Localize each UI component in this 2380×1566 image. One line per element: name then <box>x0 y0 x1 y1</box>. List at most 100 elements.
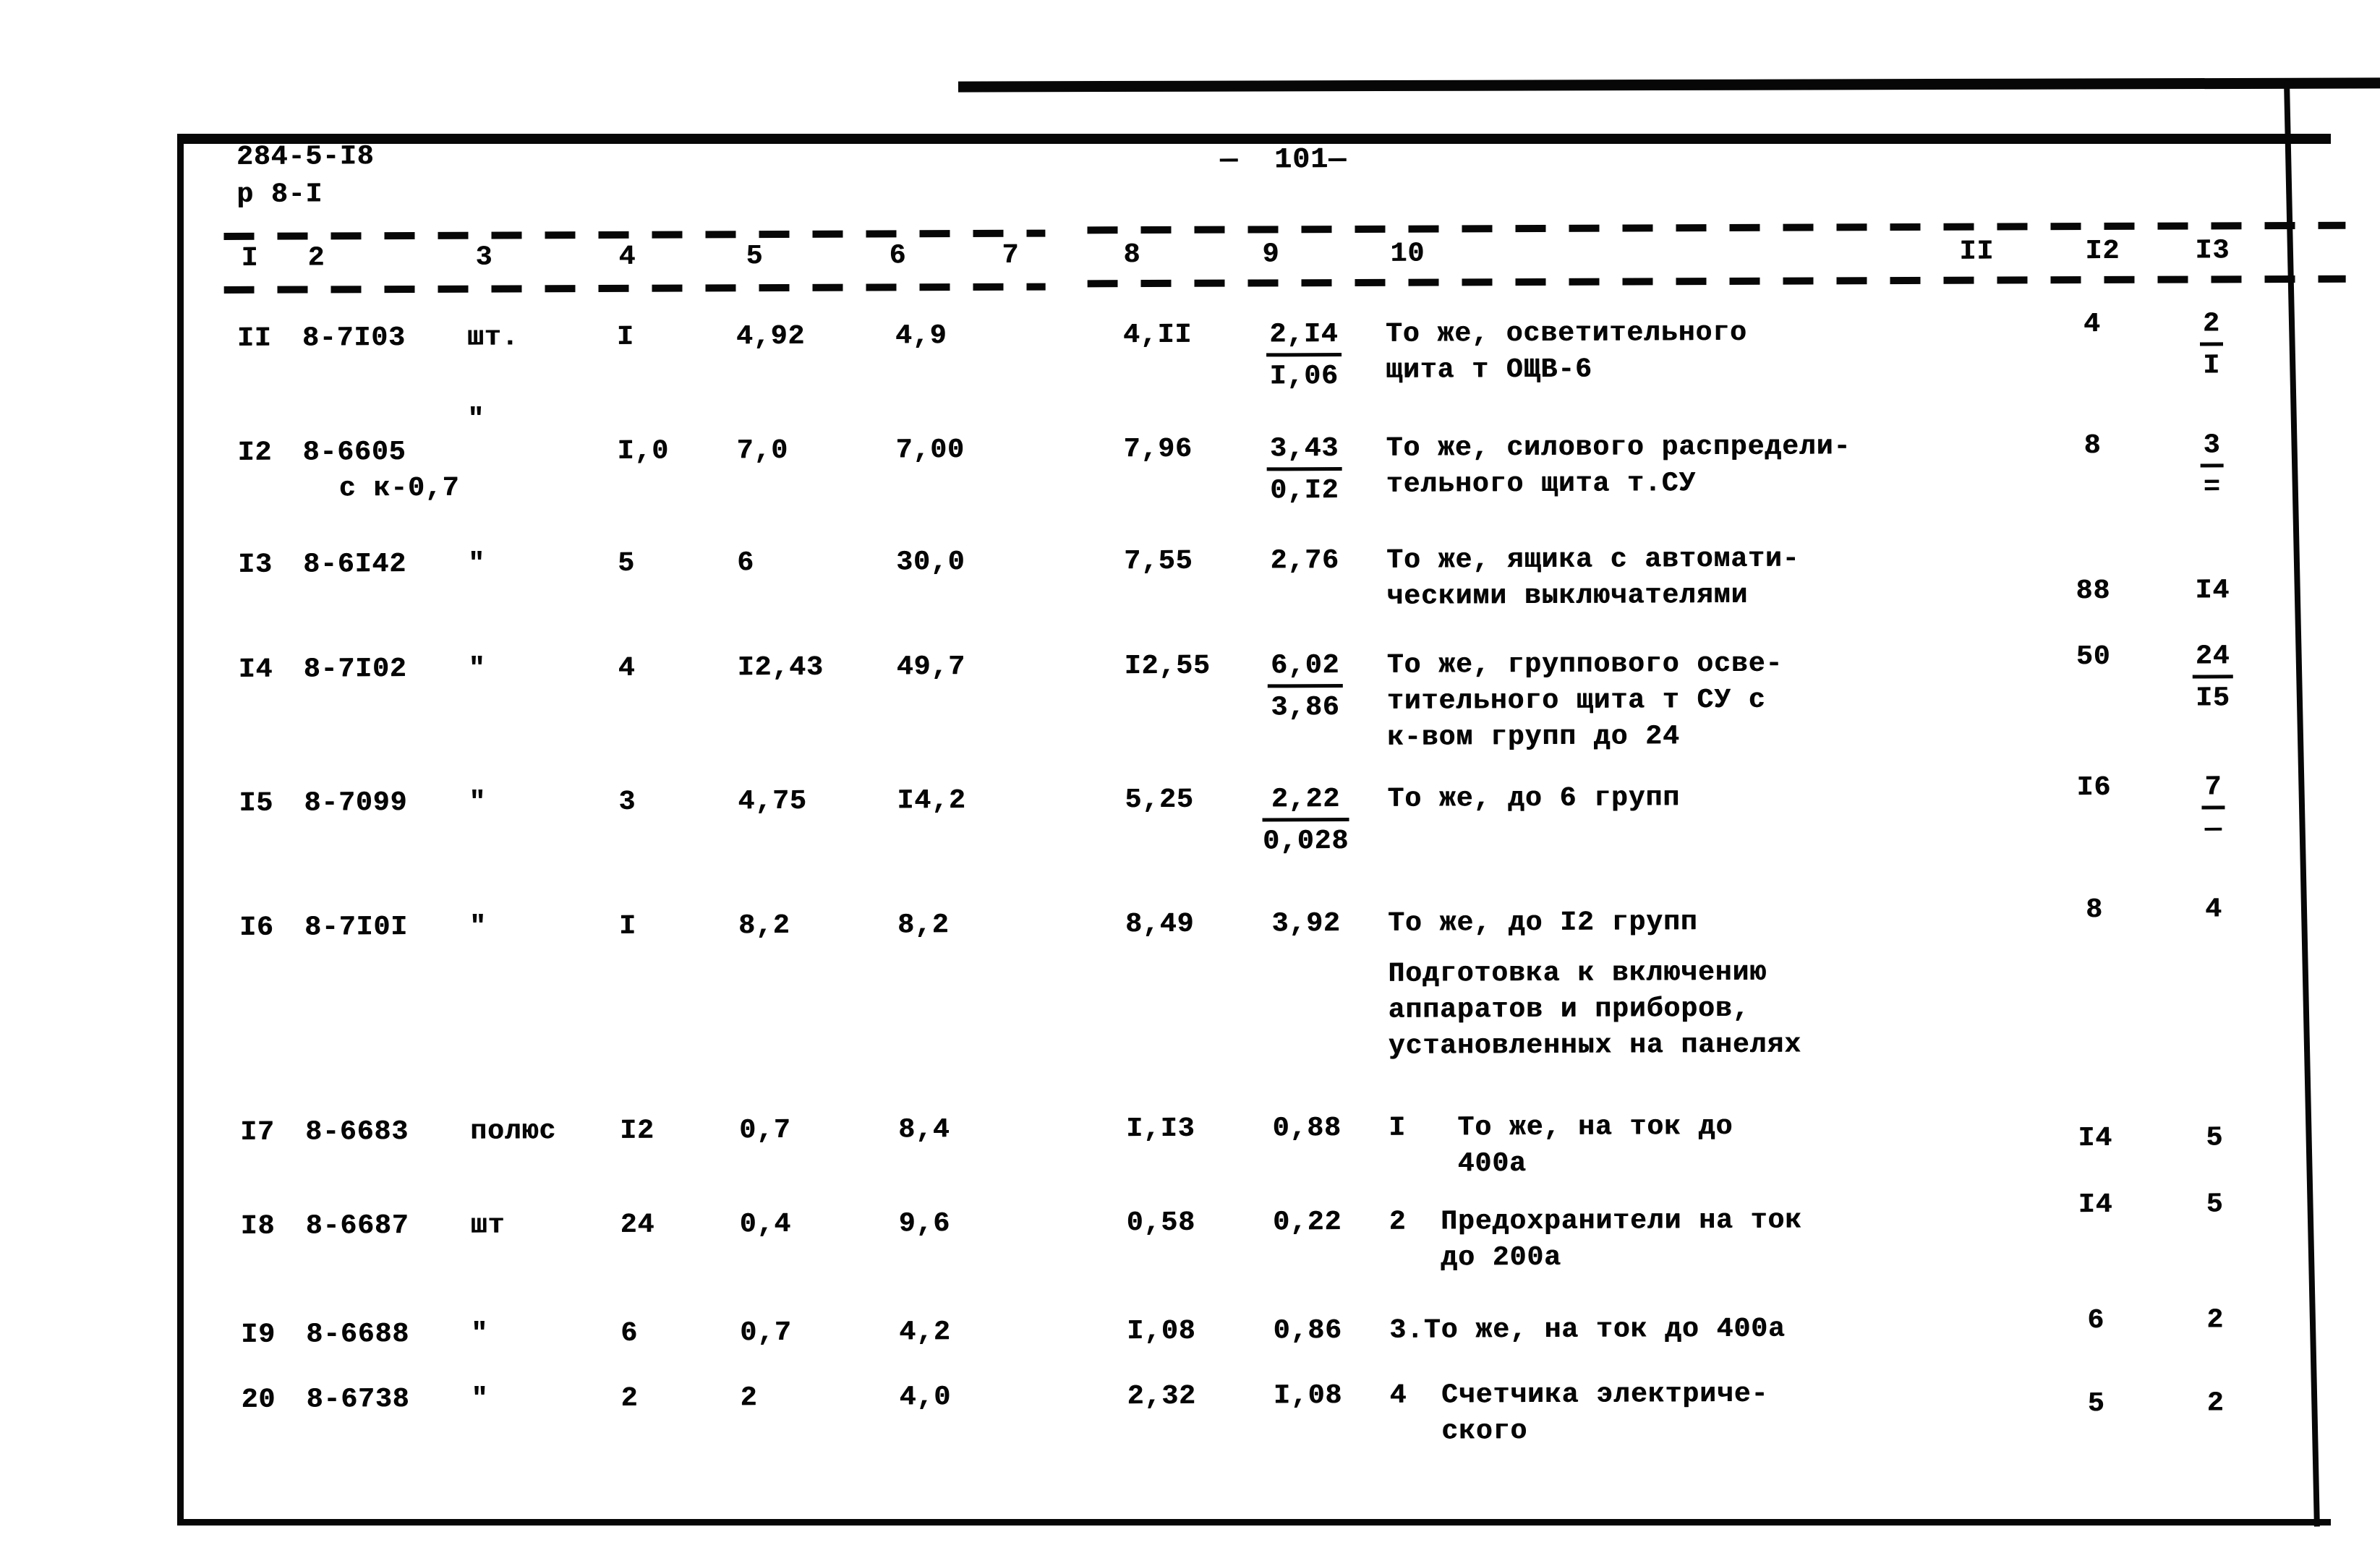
cell-col13-value: 5 <box>2206 1122 2224 1154</box>
cell-estimate-code: 8-7I0I <box>304 911 408 944</box>
cell-col9-value-numerator: 2,I4 <box>1266 319 1342 357</box>
table-row: I9 8-6688 " 6 0,7 4,2 I,08 0,86 3.То же, на ток … <box>0 0 2377 1351</box>
cell-col9-value: 6,02 3,86 <box>1229 650 1381 724</box>
column-header-3: 3 <box>475 241 493 273</box>
header-dash-bottom-right <box>1087 275 2346 288</box>
cell-col8-value: I,I3 <box>1126 1113 1195 1145</box>
cell-col13-value-numerator: 3 <box>2200 429 2224 468</box>
cell-col5-value: I2,43 <box>737 651 824 684</box>
cell-col9-value-numerator: 6,02 <box>1268 650 1343 688</box>
column-header-8: 8 <box>1123 239 1141 271</box>
cell-col6-value: 30,0 <box>896 547 965 578</box>
cell-quantity: 6 <box>620 1317 639 1349</box>
cell-col13-value: 2 <box>2206 1304 2225 1336</box>
cell-col9-value-fraction: 6,02 3,86 <box>1268 650 1343 724</box>
cell-col6-value: 4,2 <box>899 1317 951 1348</box>
table-row: 20 8-6738 " 2 2 4,0 2,32 I,08 4 Счетчика электри… <box>0 0 2377 1447</box>
cell-col13-value: 2 <box>2206 1387 2225 1419</box>
cell-col13-value: 4 <box>2205 894 2222 925</box>
cell-row-number: I4 <box>238 654 273 685</box>
cell-col12-value: 5 <box>2087 1387 2105 1420</box>
cell-col13-value-numerator: 24 <box>2192 641 2233 679</box>
cell-col9-value-fraction: 3,43 0,I2 <box>1266 433 1342 507</box>
cell-row-number: II <box>236 322 272 354</box>
cell-col12-value: I6 <box>2076 771 2112 804</box>
cell-description-line: То же, ящика с автомати- <box>1386 543 1800 576</box>
cell-col8-value: 5,25 <box>1125 784 1194 816</box>
cell-col8-value: I2,55 <box>1124 650 1211 683</box>
cell-col9-value-denominator: 0,I2 <box>1270 475 1339 507</box>
cell-col9-value-denominator: I,06 <box>1269 361 1339 393</box>
column-header-10: 10 <box>1390 238 1425 270</box>
cell-unit: " <box>467 403 485 435</box>
cell-row-number: 20 <box>241 1384 276 1416</box>
cell-estimate-code: 8-6738 <box>306 1383 410 1416</box>
column-header-1: I <box>241 242 259 274</box>
cell-col9-value: 0,22 <box>1272 1207 1342 1238</box>
header-dash-top-right <box>1087 221 2346 234</box>
cell-col5-value: 0,4 <box>739 1208 792 1241</box>
cell-description-line: То же, до 6 групп <box>1387 782 1681 815</box>
cell-col6-value: 8,2 <box>897 910 950 941</box>
cell-col6-value: I4,2 <box>897 785 966 817</box>
cell-col5-value: 0,7 <box>739 1114 791 1147</box>
cell-quantity: I <box>616 321 634 353</box>
cell-quantity: I,0 <box>617 435 670 467</box>
cell-description-line: тительного щита т СУ с <box>1386 684 1766 717</box>
table-row: I5 8-7099 " 3 4,75 I4,2 5,25 2,22 0,028 То же, до… <box>0 0 2377 857</box>
cell-estimate-code: 8-7I02 <box>303 653 407 685</box>
table-row: I2 8-6605 с к-0,7 " I,0 7,0 7,00 7,96 3,43 0,I2 То… <box>0 0 2377 506</box>
table-row: II 8-7I03 шт. I 4,92 4,9 4,II 2,I4 I,06 То же, ос… <box>0 0 2377 392</box>
cell-unit: " <box>468 653 486 685</box>
cell-col13-value: 3 = <box>2168 429 2255 503</box>
cell-col8-value: 0,58 <box>1126 1207 1195 1239</box>
cell-col13-value-denominator: = <box>2203 471 2221 503</box>
column-header-4: 4 <box>618 241 636 273</box>
column-header-7: 7 <box>1002 239 1020 271</box>
cell-col5-value: 4,75 <box>738 785 807 818</box>
cell-row-number: I3 <box>238 549 273 581</box>
cell-row-number: I9 <box>241 1319 276 1351</box>
column-header-6: 6 <box>889 240 907 272</box>
cell-col6-value: 8,4 <box>898 1114 950 1146</box>
cell-col12-value: 6 <box>2087 1304 2105 1337</box>
cell-col5-value: 4,92 <box>735 320 806 353</box>
section-note-line: аппаратов и приборов, <box>1388 993 1750 1026</box>
doc-ref-line1: 284-5-I8 <box>236 141 375 173</box>
cell-estimate-code-suffix: с к-0,7 <box>338 472 460 505</box>
cell-unit: " <box>469 911 487 943</box>
cell-col13-value-denominator: — <box>2204 813 2222 845</box>
cell-col5-value: 8,2 <box>738 910 790 942</box>
cell-col6-value: 4,0 <box>899 1382 952 1413</box>
cell-col12-value: I4 <box>2078 1189 2113 1221</box>
section-note-line: Подготовка к включению <box>1388 957 1767 990</box>
cell-quantity: I2 <box>620 1115 654 1147</box>
cell-row-number: I5 <box>239 787 274 819</box>
cell-col13-value: 7— <box>2170 771 2256 845</box>
cell-description-line: То же, силового распредели- <box>1386 431 1851 464</box>
cell-col5-value: 0,7 <box>740 1317 792 1349</box>
cell-row-number: I2 <box>237 437 273 468</box>
cell-col9-value: 0,88 <box>1272 1113 1342 1144</box>
cell-col9-value-numerator: 3,43 <box>1266 433 1342 471</box>
cell-estimate-code: 8-6I42 <box>303 548 407 581</box>
cell-col8-value: 2,32 <box>1127 1380 1196 1413</box>
cell-col13-value-denominator: I <box>2203 350 2221 382</box>
cell-col12-value: 88 <box>2076 575 2111 607</box>
table-row: I7 8-6683 полюс I2 0,7 8,4 I,I3 0,88 I То же, на… <box>0 0 2377 1179</box>
cell-col9-value-numerator: 2,22 <box>1262 783 1349 822</box>
cell-estimate-code: 8-6683 <box>305 1116 409 1148</box>
cell-unit: " <box>469 787 487 818</box>
cell-unit: шт. <box>466 322 519 354</box>
cell-col9-value: 3,92 <box>1271 908 1341 940</box>
cell-col9-value: 2,I4 I,06 <box>1228 319 1380 393</box>
cell-col9-value-denominator: 0,028 <box>1263 825 1349 857</box>
column-header-11: II <box>1959 236 1995 268</box>
cell-estimate-code: 8-7I03 <box>302 322 406 354</box>
cell-estimate-code: 8-6687 <box>305 1210 409 1242</box>
cell-quantity: 5 <box>618 547 636 579</box>
header-dash-top-left <box>223 229 1046 240</box>
